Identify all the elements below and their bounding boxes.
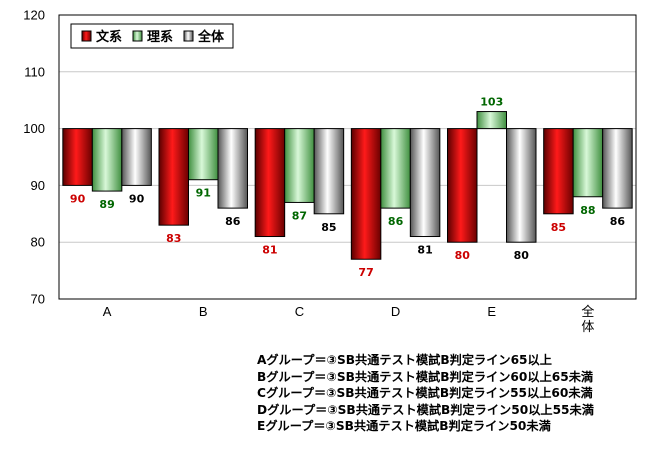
- bar-全体-全体: [602, 128, 633, 209]
- legend-swatch-文系: [81, 30, 92, 42]
- data-label: 90: [70, 192, 86, 205]
- data-label: 81: [417, 244, 432, 257]
- y-tick-label: 90: [31, 178, 45, 193]
- note-group-d: Dグループ＝③SB共通テスト模試B判定ライン50以上55未満: [257, 402, 594, 417]
- y-tick-label: 120: [23, 8, 45, 23]
- bar-理系-E: [476, 111, 507, 130]
- data-label: 86: [388, 215, 404, 228]
- data-label: 86: [610, 215, 626, 228]
- legend: [70, 23, 234, 49]
- y-tick-label: 70: [31, 292, 45, 307]
- data-label: 83: [166, 232, 181, 245]
- x-category-label: B: [199, 304, 208, 319]
- bar-全体-A: [121, 128, 152, 186]
- legend-swatch-理系: [132, 30, 143, 42]
- bar-理系-B: [188, 128, 219, 181]
- data-label: 87: [292, 209, 307, 222]
- data-label: 89: [99, 198, 114, 211]
- note-group-b: Bグループ＝③SB共通テスト模試B判定ライン60以上65未満: [257, 369, 594, 384]
- bar-理系-A: [91, 128, 123, 192]
- data-label: 88: [580, 204, 595, 217]
- x-category-label: A: [103, 304, 112, 319]
- x-category-label: 全体: [581, 304, 594, 334]
- data-label: 77: [358, 266, 373, 279]
- bar-理系-全体: [572, 128, 604, 198]
- legend-label: 全体: [197, 29, 225, 45]
- note-group-e: Eグループ＝③SB共通テスト模試B判定ライン50未満: [257, 419, 551, 433]
- data-label: 90: [129, 192, 145, 205]
- data-label: 103: [480, 96, 503, 109]
- bar-文系-全体: [543, 128, 574, 215]
- group-notes: Aグループ＝③SB共通テスト模試B判定ライン65以上 Bグループ＝③SB共通テス…: [257, 352, 594, 435]
- bar-全体-B: [217, 128, 248, 209]
- legend-swatch-全体: [183, 30, 194, 42]
- bar-文系-D: [350, 128, 382, 260]
- bar-文系-C: [254, 128, 286, 238]
- note-group-a: Aグループ＝③SB共通テスト模試B判定ライン65以上: [257, 353, 552, 367]
- bar-文系-A: [62, 128, 93, 186]
- bar-全体-C: [313, 128, 345, 215]
- data-label: 85: [321, 221, 336, 234]
- data-label: 86: [225, 215, 241, 228]
- legend-label: 文系: [96, 29, 122, 45]
- bar-全体-D: [409, 128, 441, 238]
- data-label: 80: [514, 249, 530, 262]
- plot-area-frame: [58, 14, 637, 300]
- bar-全体-E: [506, 128, 537, 243]
- x-category-label: E: [487, 304, 496, 319]
- data-label: 91: [196, 187, 211, 200]
- y-tick-label: 110: [24, 64, 45, 79]
- y-tick-label: 80: [31, 235, 45, 250]
- x-category-label: D: [391, 304, 400, 319]
- bar-理系-C: [284, 128, 315, 203]
- bar-文系-B: [158, 128, 189, 226]
- legend-label: 理系: [147, 29, 173, 45]
- data-label: 80: [455, 249, 471, 262]
- bar-文系-E: [447, 128, 478, 243]
- data-label: 81: [262, 244, 277, 257]
- note-group-c: Cグループ＝③SB共通テスト模試B判定ライン55以上60未満: [257, 386, 593, 400]
- data-label: 85: [551, 221, 566, 234]
- x-category-label: C: [295, 304, 304, 319]
- y-tick-label: 100: [23, 121, 45, 136]
- bar-理系-D: [380, 128, 411, 209]
